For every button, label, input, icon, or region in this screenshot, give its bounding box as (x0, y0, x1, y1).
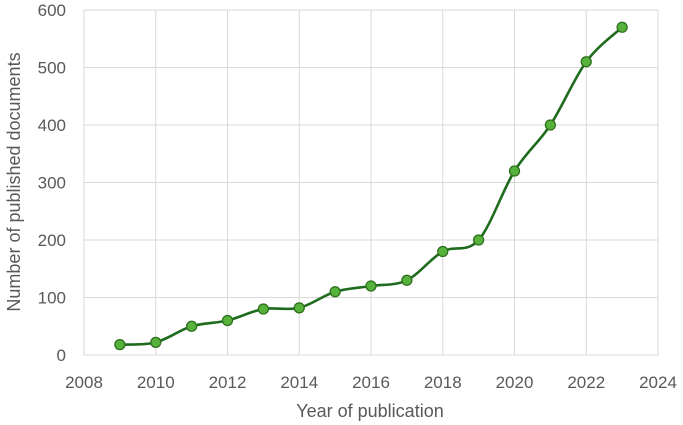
y-tick-label: 100 (38, 289, 66, 308)
data-point-marker (508, 165, 521, 177)
data-point-marker (616, 21, 628, 33)
data-point-marker (150, 336, 162, 349)
x-tick-label: 2024 (639, 373, 677, 392)
y-axis-title: Number of published documents (4, 52, 24, 311)
x-tick-label: 2016 (352, 373, 390, 392)
x-axis-tick-labels: 2008 2010 2012 2014 2016 2018 2020 2022 2024 (65, 373, 677, 392)
y-tick-label: 500 (38, 59, 66, 78)
x-tick-label: 2018 (424, 373, 462, 392)
x-tick-label: 2010 (137, 373, 175, 392)
data-point-marker (544, 119, 557, 131)
data-point-marker (185, 320, 198, 332)
gridlines (83, 9, 659, 356)
data-point-marker (293, 302, 305, 314)
x-axis-title: Year of publication (296, 401, 443, 421)
x-tick-label: 2020 (496, 373, 534, 392)
data-point-marker (257, 303, 270, 315)
data-point-marker (114, 338, 126, 351)
x-tick-label: 2012 (209, 373, 247, 392)
data-point-marker (329, 286, 341, 298)
data-point-marker (472, 234, 485, 246)
y-axis-tick-labels: 0 100 200 300 400 500 600 (38, 1, 66, 365)
x-tick-label: 2022 (567, 373, 605, 392)
data-point-marker (221, 314, 234, 327)
y-tick-label: 300 (38, 174, 66, 193)
series-group (114, 21, 628, 351)
y-tick-label: 200 (38, 231, 66, 250)
x-tick-label: 2014 (280, 373, 318, 392)
data-point-marker (580, 56, 592, 68)
plot-area-frame (83, 9, 659, 356)
y-tick-label: 600 (38, 1, 66, 20)
data-point-marker (437, 245, 449, 258)
y-tick-label: 400 (38, 116, 66, 135)
y-tick-label: 0 (57, 346, 66, 365)
data-point-marker (365, 280, 377, 292)
data-point-marker (401, 274, 413, 286)
x-tick-label: 2008 (65, 373, 103, 392)
